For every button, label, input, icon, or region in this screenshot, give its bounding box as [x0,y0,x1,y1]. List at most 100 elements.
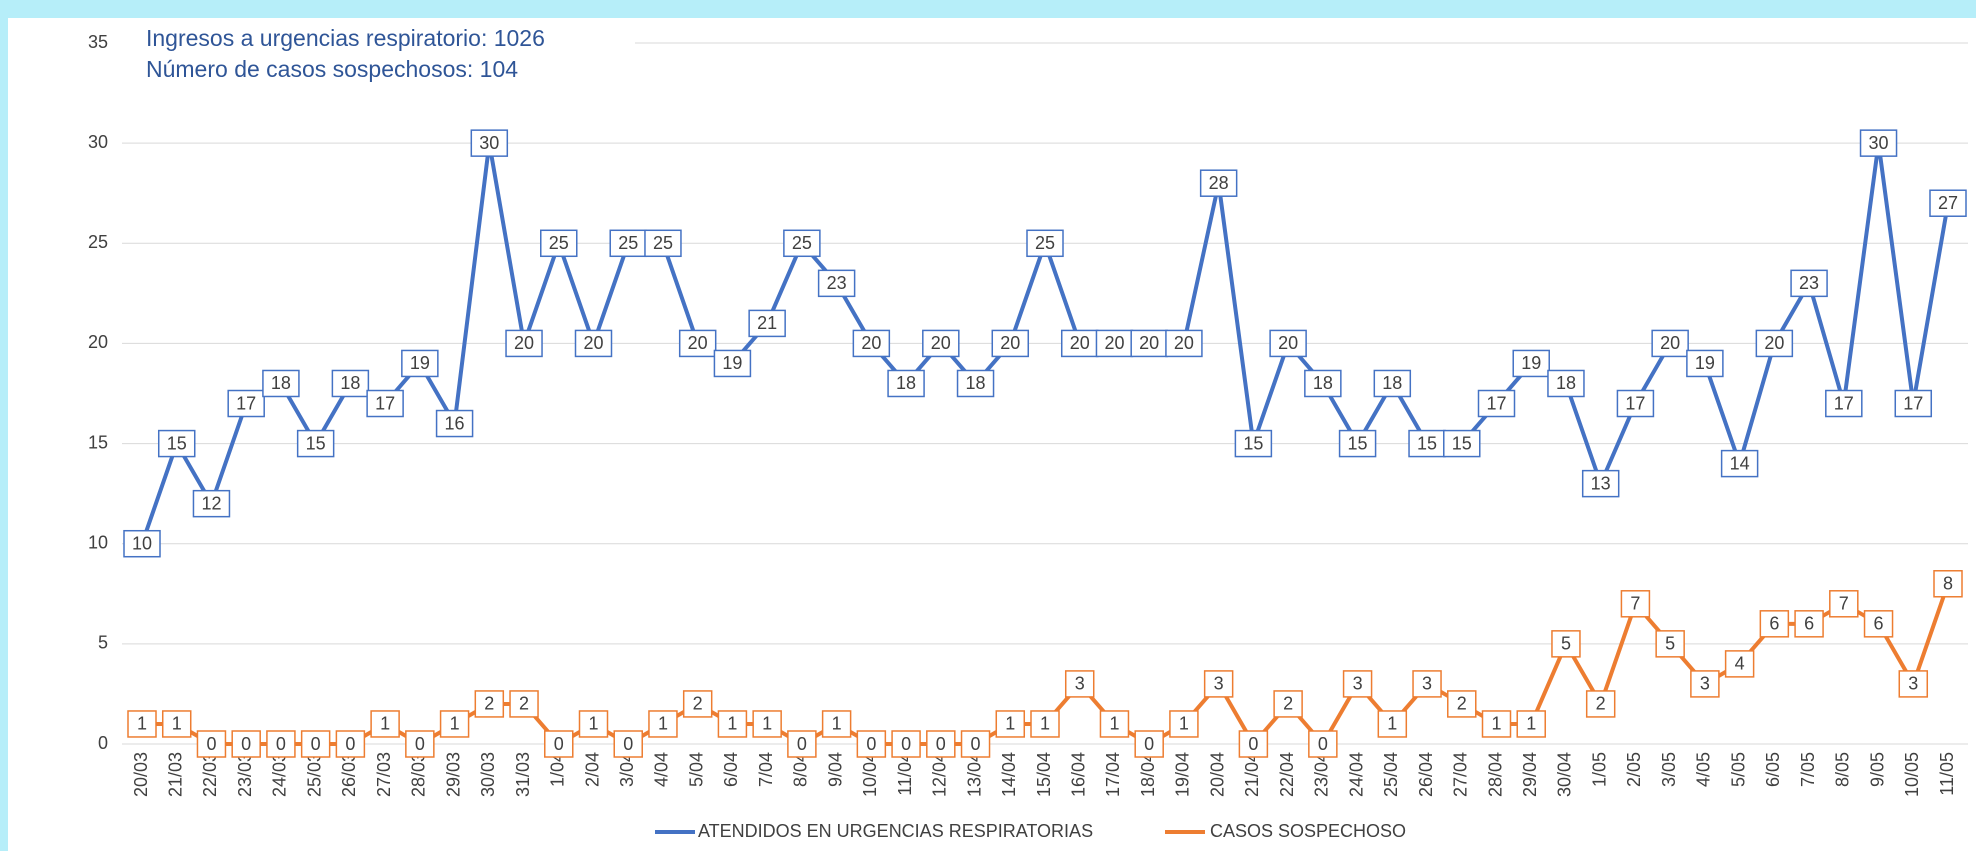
x-tick-label: 4/05 [1694,752,1714,787]
data-label-box [1412,670,1442,698]
data-label-text: 20 [1070,333,1090,353]
x-tick-label: 9/04 [825,752,845,787]
data-label: 2 [1273,690,1303,718]
data-label-box [161,710,192,738]
data-label-box [1859,129,1898,157]
x-tick-label: 1/04 [548,752,568,787]
data-label-text: 20 [514,333,534,353]
data-label-box [1238,730,1269,758]
data-label-box [1338,429,1377,458]
data-label-text: 1 [137,714,147,734]
data-label-box [1720,449,1759,478]
data-label-box [1269,329,1307,358]
x-tick-label: 27/03 [374,752,394,797]
data-label: 1 [1169,710,1199,738]
data-label-text: 0 [797,734,807,754]
data-label-text: 7 [1630,594,1640,614]
data-label-text: 19 [1695,353,1715,373]
data-label-box [1030,710,1060,738]
data-label-box [544,730,574,758]
data-label: 20 [1755,329,1794,358]
data-label-text: 25 [618,233,638,253]
data-label: 18 [887,369,925,398]
x-tick-label: 1/05 [1589,752,1609,787]
x-tick-label: 21/03 [165,752,185,797]
data-label-text: 23 [827,273,847,293]
x-tick-label: 17/04 [1103,752,1123,797]
data-label-box [366,389,404,418]
data-label: 3 [1690,670,1720,698]
data-label: 20 [1269,329,1307,358]
data-label-text: 0 [415,734,425,754]
data-label-box [196,730,227,758]
x-tick-label: 2/05 [1624,752,1644,787]
data-label: 2 [682,690,713,718]
data-label-box [717,710,748,738]
data-label-text: 13 [1591,473,1611,493]
data-label: 20 [1060,329,1099,358]
data-label-box [1585,690,1616,718]
data-label-box [1477,389,1516,418]
x-tick-label: 16/04 [1068,752,1088,797]
data-label-box [609,229,647,258]
data-label-box [1655,630,1685,658]
data-label-text: 18 [1382,373,1402,393]
data-label-text: 15 [1243,433,1263,453]
data-label: 0 [300,730,331,758]
x-tick-label: 21/04 [1242,752,1262,797]
data-label-box [192,489,231,518]
data-label-box [157,429,196,458]
data-label-box [300,730,331,758]
data-label-box [405,730,435,758]
data-label-box [331,369,370,398]
data-label-text: 21 [757,313,777,333]
data-label-text: 25 [792,233,812,253]
data-label-box [1064,670,1095,698]
x-tick-label: 26/04 [1416,752,1436,797]
data-label-text: 8 [1943,574,1953,594]
data-label-text: 30 [1869,133,1889,153]
data-label-box [1794,610,1824,638]
data-label-text: 25 [653,233,673,253]
data-label: 18 [1304,369,1342,398]
data-label-text: 1 [762,714,772,734]
data-label-text: 28 [1209,173,1229,193]
data-label-box [1443,429,1481,458]
data-label-box [227,389,265,418]
data-label-box [1342,670,1373,698]
data-label-text: 1 [172,714,182,734]
data-label-text: 19 [722,353,742,373]
data-label-box [1616,389,1655,418]
data-label-text: 1 [727,714,737,734]
data-label-text: 20 [688,333,708,353]
data-label-box [644,229,682,258]
data-label: 0 [405,730,435,758]
data-label-text: 2 [693,694,703,714]
data-label-text: 3 [1214,674,1224,694]
data-label: 4 [1724,650,1755,678]
data-label: 0 [1308,730,1338,758]
data-label: 15 [1234,429,1273,458]
data-label-box [123,529,161,558]
data-label: 25 [644,229,682,258]
data-label-box [574,329,613,358]
data-label-box [1026,229,1064,258]
x-tick-label: 30/04 [1555,752,1575,797]
data-label-box [1234,429,1273,458]
data-label: 0 [1238,730,1269,758]
data-label-text: 3 [1075,674,1085,694]
data-label: 19 [713,349,752,378]
data-label-text: 2 [484,694,494,714]
x-tick-label: 20/04 [1207,752,1227,797]
data-label: 20 [852,329,891,358]
data-label-box [995,710,1026,738]
data-label: 0 [266,730,296,758]
data-label-box [852,329,891,358]
data-label-text: 18 [966,373,986,393]
data-label: 1 [821,710,852,738]
data-label-text: 15 [1417,433,1437,453]
data-label-text: 1 [450,714,460,734]
data-label-box [613,730,643,758]
x-tick-label: 11/04 [895,752,915,796]
